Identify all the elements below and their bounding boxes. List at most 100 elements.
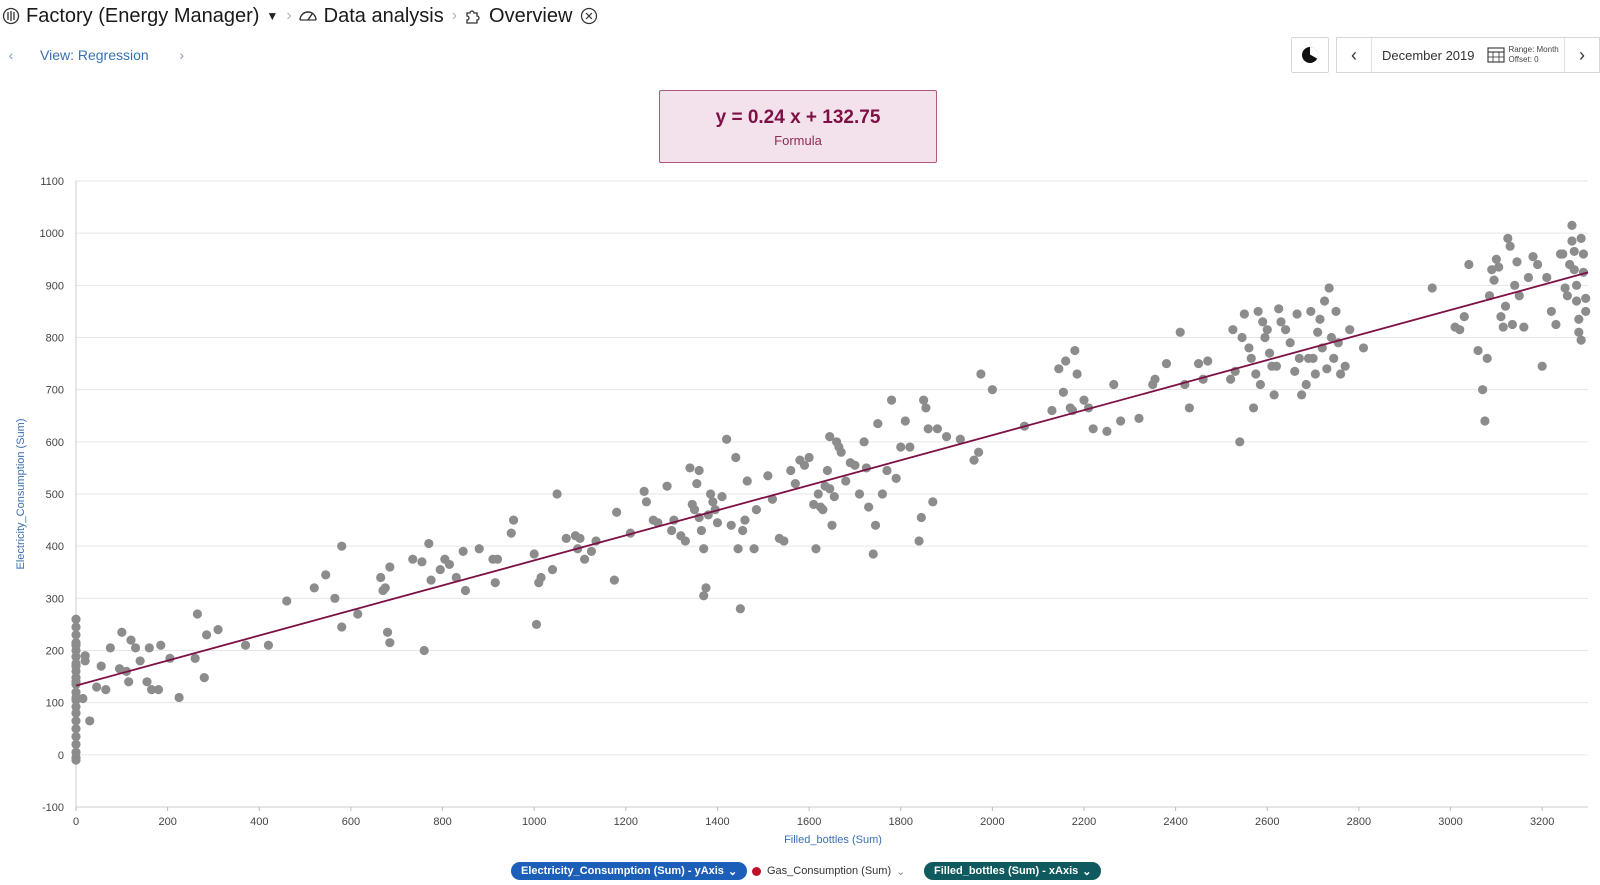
data-point: [1269, 390, 1279, 400]
view-next-icon[interactable]: ›: [179, 47, 185, 63]
data-point: [1562, 291, 1572, 301]
data-point: [124, 677, 134, 687]
data-point: [818, 505, 828, 515]
data-point: [705, 489, 716, 499]
breadcrumb-root[interactable]: Factory (Energy Manager) ▼: [0, 5, 278, 28]
data-point: [609, 575, 619, 585]
data-point: [417, 557, 427, 567]
x-tick-label: 2800: [1347, 816, 1371, 828]
range-selector[interactable]: Range: Month Offset: 0: [1486, 45, 1559, 65]
data-point: [790, 478, 800, 489]
data-point: [213, 625, 223, 635]
data-point: [774, 533, 784, 543]
breadcrumb-overview-label: Overview: [489, 4, 573, 27]
close-icon[interactable]: [580, 7, 604, 25]
y-tick-label: 900: [46, 280, 64, 292]
axes: -100 0 100 200 300 400 500 600 700 800 900 1000 1100…: [40, 176, 1588, 828]
data-point: [1571, 296, 1582, 306]
breadcrumb-overview[interactable]: Overview: [463, 5, 604, 28]
chart-settings-button[interactable]: [1291, 37, 1329, 73]
y-tick-label: 600: [46, 437, 64, 449]
breadcrumb-data-analysis[interactable]: Data analysis: [298, 5, 444, 28]
data-point: [1264, 348, 1275, 358]
data-point: [648, 515, 658, 525]
data-point: [1251, 369, 1261, 379]
data-point: [1248, 403, 1259, 413]
data-point: [575, 533, 585, 543]
data-point: [921, 403, 931, 413]
legend-y-series[interactable]: Electricity_Consumption (Sum) - yAxis ⌄: [511, 862, 748, 880]
data-point: [71, 652, 81, 662]
data-point: [85, 716, 95, 726]
caret-down-icon[interactable]: ▼: [266, 9, 279, 23]
data-point: [80, 656, 90, 666]
data-point: [955, 434, 965, 444]
view-prev-icon[interactable]: ‹: [8, 47, 14, 63]
x-tick-label: 3200: [1530, 816, 1554, 828]
data-point: [240, 640, 251, 650]
date-next-icon[interactable]: ›: [1564, 38, 1599, 72]
data-point: [1459, 312, 1469, 322]
data-point: [712, 518, 723, 528]
data-point: [1292, 309, 1302, 319]
data-point: [1569, 246, 1579, 257]
x-axis-title: Filled_bottles (Sum): [784, 834, 882, 846]
puzzle-icon: [466, 10, 480, 24]
data-point: [1560, 283, 1570, 293]
y-tick-label: -100: [42, 802, 64, 814]
x-tick-label: 2400: [1163, 816, 1187, 828]
legend-x-series[interactable]: Filled_bottles (Sum) - xAxis ⌄: [924, 862, 1102, 880]
x-tick-label: 1400: [705, 816, 729, 828]
data-point: [1230, 366, 1240, 377]
data-point: [586, 546, 597, 556]
data-point: [1255, 379, 1265, 390]
data-point: [1482, 353, 1492, 363]
data-point: [488, 554, 498, 564]
view-label[interactable]: View: Regression: [40, 47, 149, 63]
x-tick-label: 1200: [614, 816, 638, 828]
data-point: [1487, 265, 1497, 275]
legend-gas-series[interactable]: Gas_Consumption (Sum) ⌄: [752, 862, 905, 880]
data-point: [1464, 259, 1474, 270]
data-point: [1058, 387, 1068, 397]
data-point: [1519, 322, 1529, 332]
date-prev-icon[interactable]: ‹: [1337, 38, 1372, 72]
data-point: [165, 653, 175, 663]
y-tick-label: 800: [46, 333, 64, 345]
data-point: [667, 525, 677, 536]
data-point: [201, 630, 212, 640]
data-point: [825, 432, 835, 442]
data-point: [385, 638, 395, 648]
data-point: [105, 643, 115, 653]
x-tick-label: 600: [342, 816, 360, 828]
data-point: [1510, 280, 1520, 290]
data-point: [1134, 413, 1144, 423]
data-point: [701, 583, 711, 593]
date-label[interactable]: December 2019: [1382, 47, 1475, 63]
data-point: [870, 520, 881, 530]
data-point: [653, 518, 663, 528]
x-tick-label: 2200: [1072, 816, 1096, 828]
data-point: [458, 546, 468, 556]
data-point: [92, 682, 102, 692]
data-point: [1226, 374, 1236, 384]
data-point: [1358, 343, 1369, 353]
data-point: [1054, 364, 1064, 374]
data-point: [71, 755, 81, 765]
chevron-down-icon: ⌄: [1082, 865, 1092, 878]
data-point: [1102, 426, 1112, 436]
data-point: [1322, 364, 1332, 374]
data-point: [1574, 314, 1584, 324]
offset-label: Offset: 0: [1508, 55, 1539, 64]
data-point: [380, 583, 390, 593]
x-tick-label: 1600: [797, 816, 821, 828]
data-point: [703, 510, 713, 520]
breadcrumb-root-label: Factory (Energy Manager): [26, 4, 260, 27]
data-points: [71, 220, 1591, 765]
data-point: [460, 585, 471, 596]
data-point: [101, 685, 111, 695]
data-point: [1065, 403, 1075, 413]
data-point: [135, 656, 145, 666]
data-point: [508, 515, 519, 525]
date-navigator: ‹ December 2019 Range: Month Offset: 0 ›: [1336, 37, 1600, 73]
